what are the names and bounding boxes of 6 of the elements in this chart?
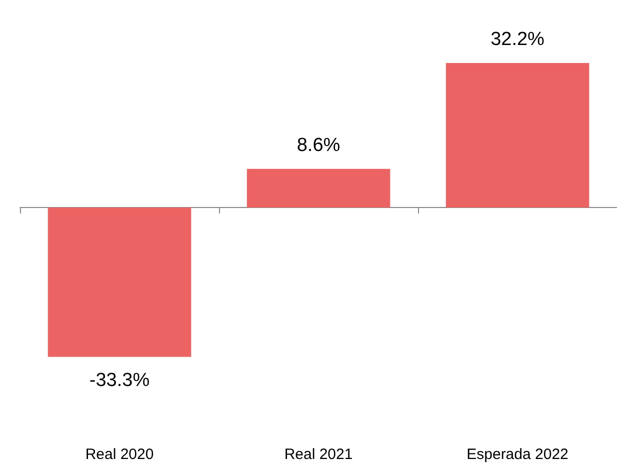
- data-label: 8.6%: [296, 134, 340, 156]
- x-tick-label: Esperada 2022: [466, 446, 568, 463]
- data-label: -33.3%: [89, 370, 150, 391]
- x-tick-label: Real 2021: [284, 446, 353, 463]
- x-tick-label: Real 2020: [85, 446, 154, 463]
- data-label: 32.2%: [490, 29, 545, 50]
